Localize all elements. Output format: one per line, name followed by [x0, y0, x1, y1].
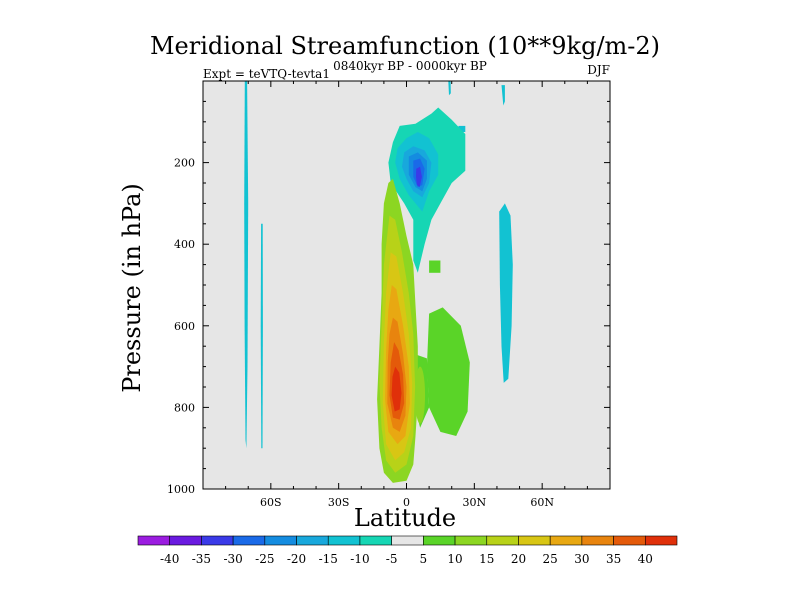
colorbar-label: 35 — [606, 552, 621, 566]
colorbar-swatch — [549, 535, 583, 546]
subtitle-right: DJF — [587, 63, 610, 77]
x-tick-label: 0 — [403, 496, 410, 509]
colorbar-swatch — [644, 535, 678, 546]
x-tick-label: 60S — [260, 496, 282, 509]
colorbar-label: -40 — [160, 552, 179, 566]
y-tick-label: 800 — [174, 401, 195, 414]
x-axis-label: Latitude — [354, 504, 456, 532]
colorbar-swatch — [613, 535, 646, 546]
colorbar-label: 15 — [479, 552, 494, 566]
colorbar-swatch — [581, 535, 614, 546]
colorbar-swatch — [518, 535, 551, 546]
contour-negative-core — [416, 166, 422, 188]
y-tick-label: 600 — [174, 320, 195, 333]
colorbar-swatch — [169, 535, 202, 546]
colorbar-swatch — [359, 535, 392, 546]
colorbar-label: -10 — [350, 552, 369, 566]
colorbar-label: 10 — [447, 552, 462, 566]
x-tick-label: 30S — [328, 496, 350, 509]
colorbar-label: -15 — [319, 552, 338, 566]
contour-band-negative — [260, 223, 263, 449]
colorbar-label: 40 — [638, 552, 653, 566]
contour-subtropical-positive — [426, 307, 470, 436]
colorbar-swatch — [454, 535, 488, 546]
colorbar-swatch — [391, 535, 424, 546]
y-tick-label: 200 — [174, 157, 195, 170]
colorbar-swatch — [264, 535, 297, 546]
contour-patch-negative — [448, 81, 451, 96]
contour-patch-negative — [501, 85, 505, 106]
colorbar: -40 -35 -30 -25 -20 -15 -10 -5 5 10 15 20 25 30 35 40 — [137, 535, 678, 566]
contour-positive-level — [391, 366, 402, 412]
colorbar-label: -35 — [192, 552, 211, 566]
plot-area: 60S 30S 0 30N 60N 200 400 600 800 1000 — [167, 80, 611, 509]
y-tick-label: 400 — [174, 238, 195, 251]
x-tick-label: 60N — [530, 496, 554, 509]
colorbar-swatch — [232, 535, 266, 546]
colorbar-label: 30 — [574, 552, 589, 566]
contour-midlat-negative — [499, 203, 513, 383]
colorbar-label: 5 — [420, 552, 428, 566]
colorbar-label: -30 — [223, 552, 242, 566]
x-tick-label: 30N — [463, 496, 487, 509]
chart-title: Meridional Streamfunction (10**9kg/m-2) — [150, 32, 660, 60]
colorbar-swatch — [327, 535, 361, 546]
y-axis-label: Pressure (in hPa) — [118, 183, 146, 393]
colorbar-label: 25 — [543, 552, 558, 566]
colorbar-label: -20 — [287, 552, 306, 566]
subtitle-center: 0840kyr BP - 0000kyr BP — [333, 59, 487, 73]
axis-ticks: 60S 30S 0 30N 60N 200 400 600 800 1000 — [167, 81, 610, 509]
colorbar-label: -5 — [386, 552, 398, 566]
colorbar-swatch — [201, 535, 234, 546]
y-tick-label: 1000 — [167, 483, 195, 496]
colorbar-label: 20 — [511, 552, 526, 566]
contour-fills — [244, 81, 513, 483]
colorbar-swatch — [423, 535, 456, 546]
contour-band-negative — [244, 81, 249, 449]
subtitle-left: Expt = teVTQ-tevta1 — [203, 67, 330, 81]
contour-patch-positive — [429, 260, 441, 273]
colorbar-swatch — [486, 535, 519, 546]
colorbar-swatch — [296, 535, 329, 546]
colorbar-label: -25 — [255, 552, 274, 566]
colorbar-swatch — [137, 535, 171, 546]
